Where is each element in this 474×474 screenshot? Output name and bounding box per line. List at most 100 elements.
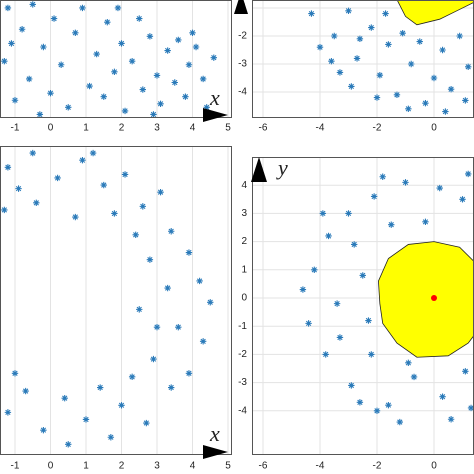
- point: [447, 86, 455, 93]
- y-tick-label: 3: [241, 208, 247, 219]
- point: [351, 241, 358, 248]
- point: [410, 373, 418, 381]
- point: [100, 93, 107, 100]
- point: [356, 35, 364, 42]
- point: [72, 213, 79, 221]
- point: [322, 351, 329, 358]
- x-tick-label: 5: [225, 123, 231, 134]
- point: [345, 7, 352, 14]
- point: [146, 256, 154, 263]
- y-axis-label: y: [276, 155, 288, 180]
- y-tick-label: 4: [241, 180, 247, 191]
- x-tick-label: 1: [83, 123, 89, 134]
- region: [396, 0, 474, 26]
- point: [199, 338, 207, 345]
- point: [348, 83, 355, 90]
- point: [431, 294, 437, 301]
- point: [442, 108, 449, 115]
- point: [203, 104, 210, 111]
- point: [171, 79, 178, 86]
- point: [104, 18, 111, 26]
- x-tick-label: -6: [259, 123, 268, 134]
- point: [439, 393, 446, 400]
- point: [447, 416, 455, 423]
- point: [1, 206, 8, 214]
- point: [396, 418, 403, 426]
- point: [33, 199, 40, 207]
- point: [308, 10, 315, 17]
- point: [467, 404, 474, 412]
- point: [422, 218, 429, 226]
- axis-arrow: [251, 157, 267, 182]
- point: [107, 434, 115, 441]
- y-tick-label: 2: [241, 236, 247, 247]
- point: [36, 111, 44, 118]
- point: [353, 55, 361, 62]
- axis-arrow: [203, 108, 228, 122]
- point: [196, 277, 203, 285]
- point: [185, 249, 193, 256]
- point: [54, 174, 61, 182]
- point: [393, 91, 401, 98]
- point: [385, 41, 392, 48]
- x-tick-label: 2: [119, 123, 125, 134]
- point: [65, 104, 72, 111]
- point: [153, 72, 161, 79]
- point: [336, 334, 344, 341]
- point: [185, 61, 193, 68]
- point: [376, 72, 384, 79]
- point: [72, 29, 79, 36]
- point: [139, 86, 146, 93]
- point: [192, 43, 200, 51]
- point: [385, 401, 392, 409]
- y-tick-label: 0: [241, 293, 247, 304]
- x-tick-label: 5: [225, 461, 231, 472]
- point: [11, 370, 19, 377]
- point: [40, 43, 47, 51]
- point: [368, 351, 375, 358]
- point: [1, 58, 8, 65]
- y-tick-label: -2: [238, 31, 247, 42]
- point: [328, 58, 335, 65]
- point: [422, 100, 429, 107]
- y-tick-label: -3: [238, 377, 247, 388]
- point: [89, 149, 97, 157]
- point: [405, 359, 412, 367]
- point: [153, 323, 161, 331]
- point: [368, 24, 375, 31]
- point: [128, 58, 136, 65]
- point: [57, 61, 65, 68]
- x-tick-label: 0: [431, 123, 437, 134]
- point: [416, 38, 423, 45]
- point: [65, 441, 72, 448]
- point: [82, 416, 90, 423]
- point: [189, 29, 196, 36]
- point: [4, 164, 12, 171]
- point: [465, 170, 472, 178]
- x-tick-label: 2: [119, 461, 125, 472]
- x-tick-label: 1: [83, 461, 89, 472]
- point: [79, 157, 86, 164]
- point: [333, 300, 341, 307]
- point: [100, 181, 107, 189]
- panel: [0, 146, 232, 455]
- x-tick-label: -1: [11, 123, 20, 134]
- x-tick-label: -2: [373, 461, 382, 472]
- point: [462, 368, 469, 375]
- panel: [252, 157, 474, 455]
- point: [408, 60, 415, 68]
- point: [345, 210, 352, 217]
- x-tick-label: 0: [48, 461, 54, 472]
- point: [164, 47, 171, 54]
- point: [132, 231, 139, 238]
- x-tick-label: -4: [316, 461, 325, 472]
- point: [185, 370, 193, 377]
- x-tick-label: 4: [190, 123, 196, 134]
- point: [128, 373, 136, 381]
- panel: [252, 0, 474, 118]
- point: [399, 30, 406, 37]
- point: [207, 299, 214, 306]
- point: [199, 75, 207, 83]
- plot-frame: [0, 0, 232, 118]
- point: [150, 111, 157, 118]
